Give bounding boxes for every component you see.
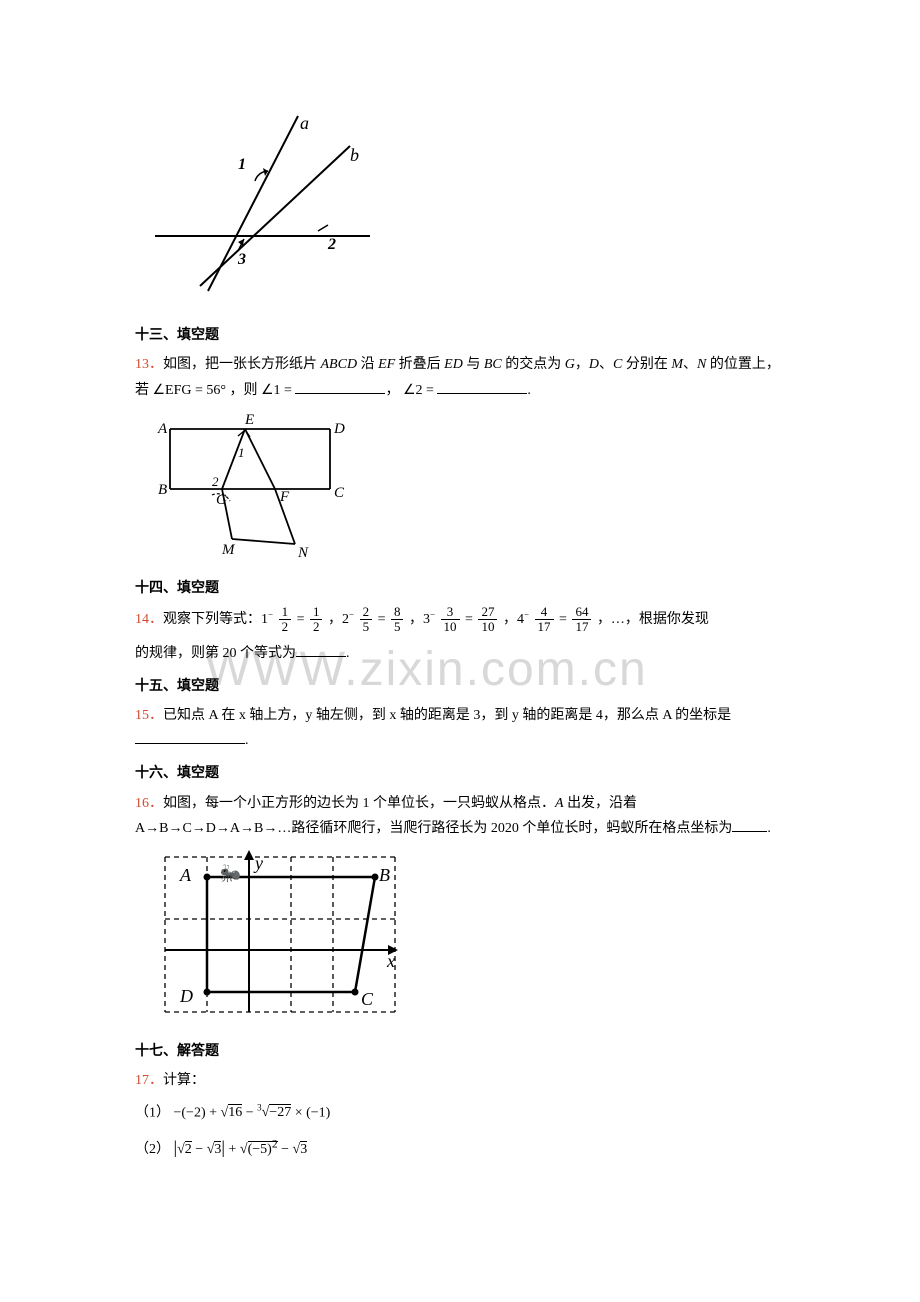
figure-intersecting-lines: a b 1 2 3 bbox=[150, 111, 785, 315]
problem-13-num: 13． bbox=[135, 357, 163, 372]
section-16-header: 十六、填空题 bbox=[135, 761, 785, 786]
label-angle2: 2 bbox=[327, 236, 336, 253]
section-14-header: 十四、填空题 bbox=[135, 576, 785, 601]
problem-14: 14．观察下列等式：1− 12 = 12 ，2− 25 = 85 ，3− 310… bbox=[135, 605, 785, 635]
problem-17-part1: （1） −(−2) + √16 − 3√−27 × (−1) bbox=[135, 1100, 785, 1126]
section-17-header: 十七、解答题 bbox=[135, 1039, 785, 1064]
problem-14-num: 14． bbox=[135, 612, 163, 627]
blank-angle1 bbox=[295, 380, 385, 394]
problem-15-num: 15． bbox=[135, 708, 163, 723]
label-C: C bbox=[334, 485, 345, 501]
label-grid-x: x bbox=[386, 951, 395, 971]
label-angle3: 3 bbox=[237, 251, 246, 268]
problem-13: 13．如图，把一张长方形纸片 ABCD 沿 EF 折叠后 ED 与 BC 的交点… bbox=[135, 352, 785, 402]
label-M: M bbox=[221, 542, 236, 558]
label-E: E bbox=[244, 412, 254, 428]
blank-15 bbox=[135, 730, 245, 744]
label-f2-angle2: 2 bbox=[212, 474, 219, 489]
label-grid-y: y bbox=[253, 853, 263, 873]
blank-angle2 bbox=[437, 380, 527, 394]
label-grid-A: A bbox=[179, 865, 192, 885]
figure-grid-ant: 🐜 A B C D y x bbox=[150, 847, 785, 1031]
blank-14 bbox=[296, 643, 346, 657]
label-f2-angle1: 1 bbox=[238, 445, 245, 460]
label-A: A bbox=[157, 421, 168, 437]
problem-17: 17．计算： bbox=[135, 1068, 785, 1093]
problem-17-part2: （2） |√2 − √3| + √(−5)2 − √3 bbox=[135, 1131, 785, 1163]
label-B: B bbox=[158, 482, 167, 498]
label-N: N bbox=[297, 545, 309, 559]
problem-16-num: 16． bbox=[135, 796, 163, 811]
section-13-header: 十三、填空题 bbox=[135, 323, 785, 348]
label-grid-B: B bbox=[379, 865, 390, 885]
label-F: F bbox=[279, 489, 290, 505]
watermark: WWW.zixin.com.cn bbox=[205, 627, 648, 713]
label-G: G bbox=[216, 492, 227, 508]
svg-text:🐜: 🐜 bbox=[218, 863, 244, 883]
figure-folded-rectangle: A D B C E F G M N 1 2 bbox=[150, 409, 785, 568]
label-angle1: 1 bbox=[238, 156, 246, 173]
label-grid-D: D bbox=[179, 986, 193, 1006]
section-15-header: 十五、填空题 bbox=[135, 674, 785, 699]
problem-15: 15．已知点 A 在 x 轴上方，y 轴左侧，到 x 轴的距离是 3，到 y 轴… bbox=[135, 703, 785, 753]
problem-16: 16．如图，每一个小正方形的边长为 1 个单位长，一只蚂蚁从格点．A 出发，沿着… bbox=[135, 791, 785, 841]
problem-17-num: 17． bbox=[135, 1073, 163, 1088]
label-b: b bbox=[350, 145, 359, 165]
label-grid-C: C bbox=[361, 989, 374, 1009]
problem-14-line2: 的规律，则第 20 个等式为. WWW.zixin.com.cn bbox=[135, 641, 785, 666]
label-a: a bbox=[300, 113, 309, 133]
label-D: D bbox=[333, 421, 345, 437]
blank-16 bbox=[732, 818, 767, 832]
